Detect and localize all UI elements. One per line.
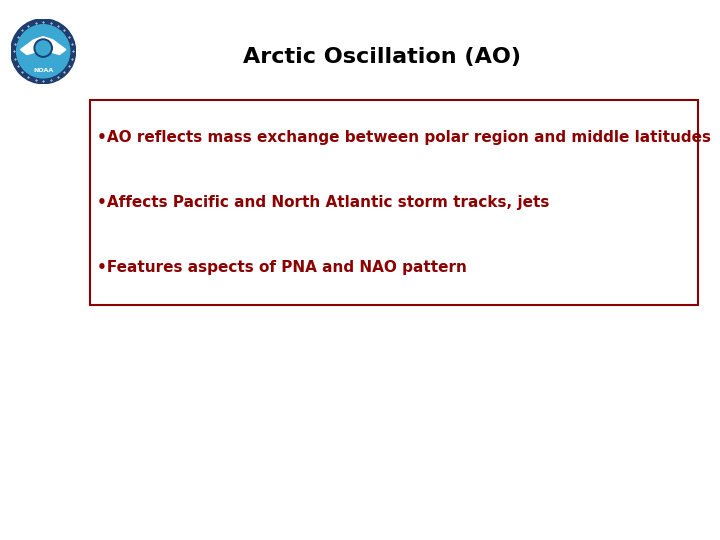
- Text: •Features aspects of PNA and NAO pattern: •Features aspects of PNA and NAO pattern: [97, 260, 467, 275]
- Circle shape: [36, 41, 50, 55]
- Text: NOAA: NOAA: [33, 68, 53, 72]
- Circle shape: [34, 39, 53, 57]
- Text: •Affects Pacific and North Atlantic storm tracks, jets: •Affects Pacific and North Atlantic stor…: [97, 195, 549, 210]
- Text: •AO reflects mass exchange between polar region and middle latitudes: •AO reflects mass exchange between polar…: [97, 130, 711, 145]
- Polygon shape: [20, 37, 66, 55]
- Circle shape: [17, 25, 70, 78]
- Text: Arctic Oscillation (AO): Arctic Oscillation (AO): [243, 46, 521, 67]
- Circle shape: [11, 19, 76, 84]
